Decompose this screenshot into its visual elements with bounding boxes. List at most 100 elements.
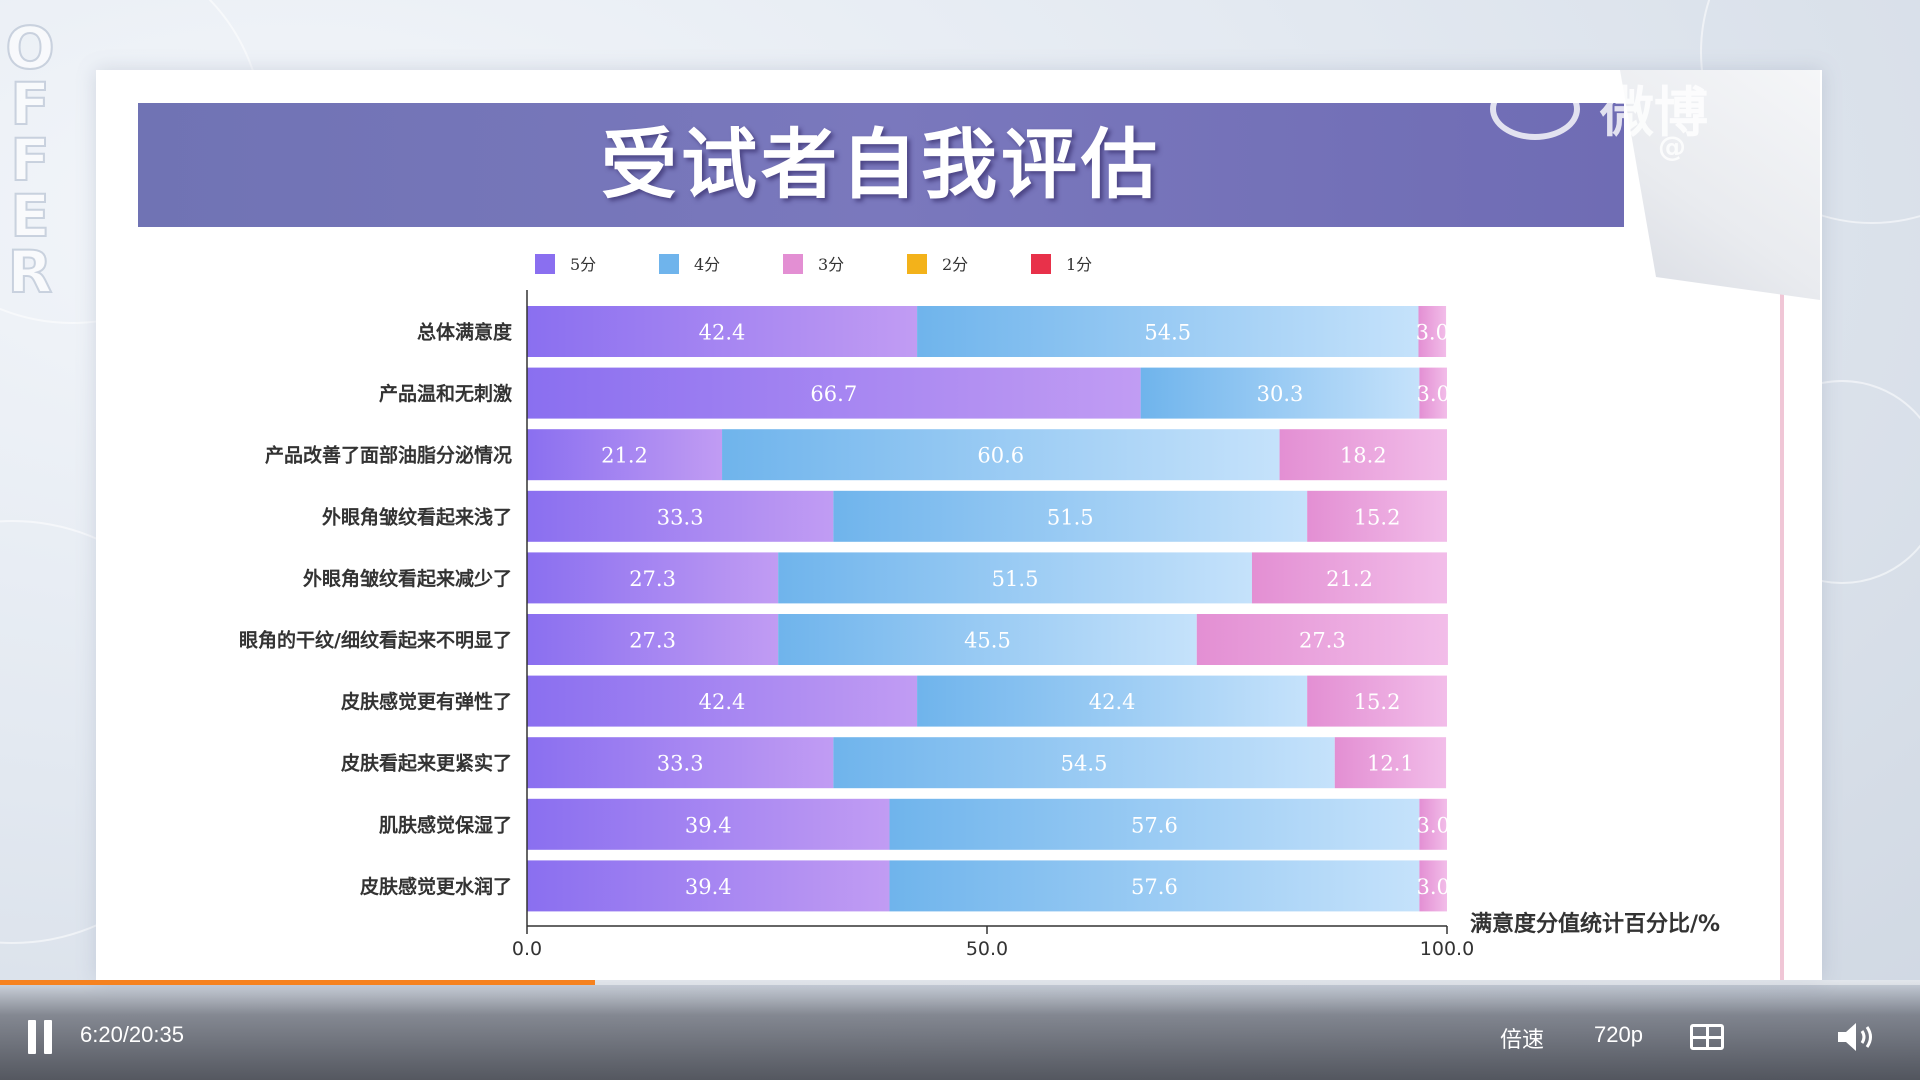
- bar-segment: [722, 429, 1280, 481]
- bar-segment: [527, 737, 834, 789]
- bar-segment: [1419, 860, 1447, 912]
- bar-segment: [527, 429, 723, 481]
- data-label: 51.5: [1047, 505, 1094, 529]
- bar-segment: [527, 367, 1141, 419]
- data-label: 60.6: [977, 444, 1024, 468]
- data-label: 42.4: [699, 321, 746, 345]
- bar-segment: [917, 306, 1419, 357]
- bar-segment: [833, 490, 1308, 542]
- weibo-logo-icon: [1490, 78, 1580, 140]
- video-player-controls: 6:20/20:35 倍速 720p: [0, 980, 1920, 1080]
- picture-in-picture-icon[interactable]: [1690, 1024, 1724, 1050]
- category-label: 皮肤看起来更紧实了: [341, 752, 512, 775]
- data-label: 42.4: [1089, 690, 1136, 714]
- page-curl-decoration: [1620, 70, 1820, 300]
- x-axis-title: 满意度分值统计百分比/%: [1470, 911, 1720, 937]
- category-label: 外眼角皱纹看起来浅了: [322, 505, 512, 528]
- data-label: 42.4: [699, 690, 746, 714]
- category-label: 皮肤感觉更有弹性了: [341, 690, 512, 713]
- legend-label: 5分: [570, 255, 596, 274]
- data-label: 3.0: [1416, 875, 1449, 899]
- bar-segment: [1334, 737, 1447, 789]
- bar-segment: [1251, 552, 1447, 604]
- data-label: 27.3: [1299, 629, 1346, 653]
- data-label: 15.2: [1354, 505, 1401, 529]
- bar-segment: [527, 552, 779, 604]
- category-label: 外眼角皱纹看起来减少了: [303, 567, 512, 590]
- data-label: 21.2: [601, 444, 648, 468]
- bar-segment: [527, 798, 890, 850]
- bar-segment: [527, 675, 918, 727]
- legend-label: 3分: [818, 255, 844, 274]
- page-title: 受试者自我评估: [601, 120, 1161, 209]
- legend-swatch-5: [1031, 254, 1051, 274]
- title-banner: 受试者自我评估: [138, 103, 1624, 227]
- category-label: 皮肤感觉更水润了: [360, 875, 512, 898]
- data-label: 12.1: [1367, 752, 1414, 776]
- bar-segment: [778, 614, 1197, 665]
- bar-segment: [1307, 490, 1447, 542]
- data-label: 66.7: [810, 382, 857, 406]
- x-tick-label: 50.0: [966, 938, 1008, 960]
- pause-icon[interactable]: [28, 1020, 54, 1054]
- legend-swatch-4: [907, 254, 927, 274]
- bar-segment: [1418, 306, 1447, 357]
- bar-segment: [527, 490, 834, 542]
- bar-segment: [917, 675, 1308, 727]
- legend-label: 4分: [694, 255, 720, 274]
- data-label: 57.6: [1131, 813, 1178, 837]
- bar-segment: [889, 860, 1420, 912]
- data-label: 54.5: [1061, 752, 1108, 776]
- x-tick-label: 0.0: [512, 938, 542, 960]
- legend-swatch-2: [659, 254, 679, 274]
- category-label: 眼角的干纹/细纹看起来不明显了: [239, 629, 512, 652]
- bar-segment: [527, 306, 918, 357]
- data-label: 15.2: [1354, 690, 1401, 714]
- legend-label: 2分: [942, 255, 968, 274]
- bar-segment: [527, 860, 890, 912]
- quality-button[interactable]: 720p: [1594, 1022, 1643, 1047]
- data-label: 54.5: [1144, 321, 1191, 345]
- watermark: 微博 @: [1490, 68, 1870, 163]
- data-label: 30.3: [1257, 382, 1304, 406]
- chart-bars: 总体满意度 42.4 54.5 3.0 产品温和无刺激 66.7 30.3 3.0 产品改善了面…: [239, 306, 1450, 912]
- bar-segment: [889, 798, 1420, 850]
- category-label: 产品改善了面部油脂分泌情况: [265, 444, 512, 467]
- data-label: 33.3: [657, 505, 704, 529]
- data-label: 57.6: [1131, 875, 1178, 899]
- category-label: 产品温和无刺激: [379, 382, 512, 405]
- bar-segment: [1419, 798, 1447, 850]
- data-label: 39.4: [685, 875, 732, 899]
- x-tick-label: 100.0: [1420, 938, 1474, 960]
- watermark-handle: @: [1658, 130, 1686, 163]
- bar-segment: [1140, 367, 1420, 419]
- watermark-text: 微博: [1600, 81, 1708, 144]
- progress-bar[interactable]: [0, 980, 1920, 985]
- category-label: 总体满意度: [417, 321, 513, 344]
- data-label: 3.0: [1416, 321, 1449, 345]
- bar-segment: [1307, 675, 1447, 727]
- playback-time: 6:20/20:35: [80, 1022, 184, 1047]
- bar-segment: [1196, 614, 1448, 665]
- data-label: 3.0: [1416, 382, 1449, 406]
- bar-segment: [833, 737, 1335, 789]
- bar-segment: [1419, 367, 1447, 419]
- data-label: 21.2: [1326, 567, 1373, 591]
- bar-segment: [1279, 429, 1447, 481]
- data-label: 51.5: [992, 567, 1039, 591]
- volume-icon[interactable]: [1836, 1020, 1880, 1054]
- legend-swatch-1: [535, 254, 555, 274]
- playback-speed-button[interactable]: 倍速: [1500, 1027, 1545, 1052]
- data-label: 3.0: [1416, 813, 1449, 837]
- category-label: 肌肤感觉保湿了: [379, 813, 512, 836]
- progress-fill: [0, 980, 596, 985]
- card-edge-accent: [1780, 290, 1784, 980]
- data-label: 18.2: [1340, 444, 1387, 468]
- data-label: 33.3: [657, 752, 704, 776]
- data-label: 27.3: [629, 567, 676, 591]
- bar-segment: [527, 614, 779, 665]
